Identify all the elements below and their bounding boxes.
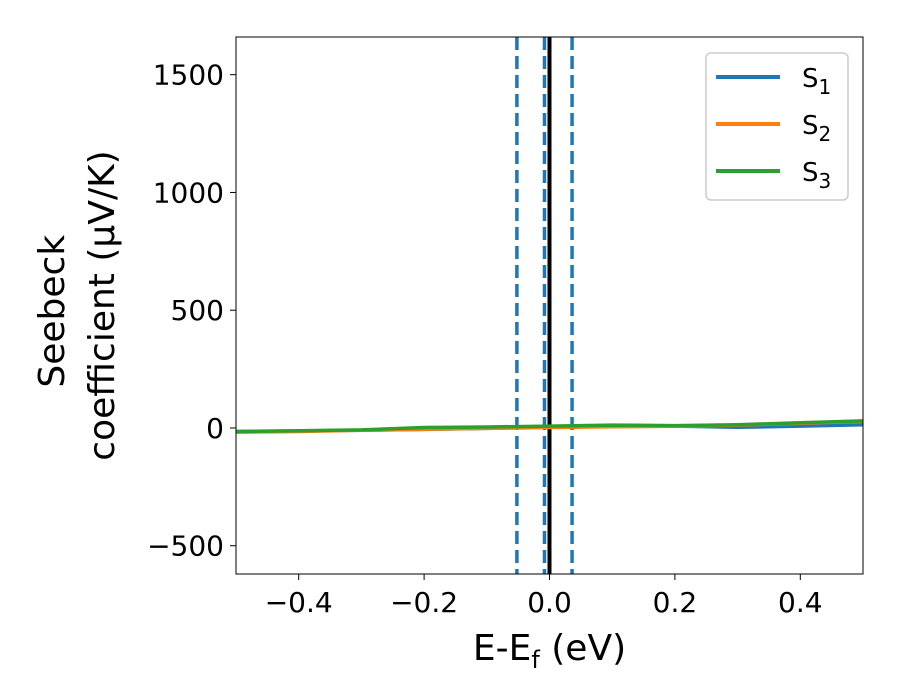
legend: S1 S2 S3 <box>705 52 849 201</box>
y-tick-label: 500 <box>171 294 224 327</box>
y-tick-label: 1500 <box>153 59 224 92</box>
x-tick-label: 0.2 <box>653 586 698 619</box>
legend-label-s1: S1 <box>802 64 831 99</box>
x-axis-label-sub: f <box>531 646 540 674</box>
legend-box <box>705 52 849 201</box>
x-tick-label: −0.2 <box>390 586 458 619</box>
y-tick-label: 1000 <box>153 176 224 209</box>
x-axis-label: E-Ef (eV) <box>473 628 626 674</box>
x-axis-label-main: E-E <box>473 628 531 669</box>
series-line-s3 <box>235 419 864 434</box>
y-axis-label-line1: Seebeck <box>32 235 73 388</box>
y-tick-label: 0 <box>206 412 224 445</box>
x-tick-label: 0.4 <box>778 586 823 619</box>
x-tick-label: 0.0 <box>527 586 572 619</box>
legend-label-s3: S3 <box>802 158 831 193</box>
y-axis-label-line2: coefficient (μV/K) <box>82 150 123 460</box>
y-axis-label: Seebeck coefficient (μV/K) <box>32 150 123 460</box>
legend-label-s2: S2 <box>802 111 831 146</box>
y-tick-label: −500 <box>147 530 224 563</box>
x-tick-label: −0.4 <box>265 586 333 619</box>
x-axis-label-unit: (eV) <box>540 628 626 669</box>
